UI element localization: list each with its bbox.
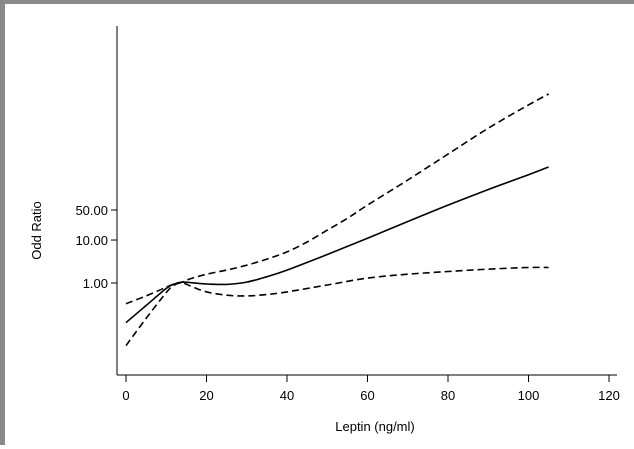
x-ticks: 0 20 40 60 80 100 120: [122, 375, 620, 403]
upper-confidence-line: [125, 93, 549, 305]
y-tick-label: 10.00: [75, 233, 108, 248]
x-tick-label: 0: [122, 388, 129, 403]
y-tick-label: 50.00: [75, 203, 108, 218]
x-tick-label: 100: [518, 388, 540, 403]
lower-confidence-line: [125, 266, 549, 347]
x-tick-label: 20: [199, 388, 213, 403]
x-tick-label: 120: [598, 388, 620, 403]
odds-ratio-chart: 0 20 40 60 80 100 120 1.00 10.00 50.00 Leptin (n…: [29, 26, 620, 434]
x-axis-title: Leptin (ng/ml): [335, 419, 414, 434]
x-tick-label: 80: [441, 388, 455, 403]
x-tick-label: 60: [360, 388, 374, 403]
y-ticks: 1.00 10.00 50.00: [75, 203, 117, 291]
y-axis-title: Odd Ratio: [29, 201, 44, 260]
series-group: [125, 93, 549, 347]
odds-ratio-estimate-line: [125, 166, 549, 324]
y-tick-label: 1.00: [83, 276, 108, 291]
x-tick-label: 40: [280, 388, 294, 403]
